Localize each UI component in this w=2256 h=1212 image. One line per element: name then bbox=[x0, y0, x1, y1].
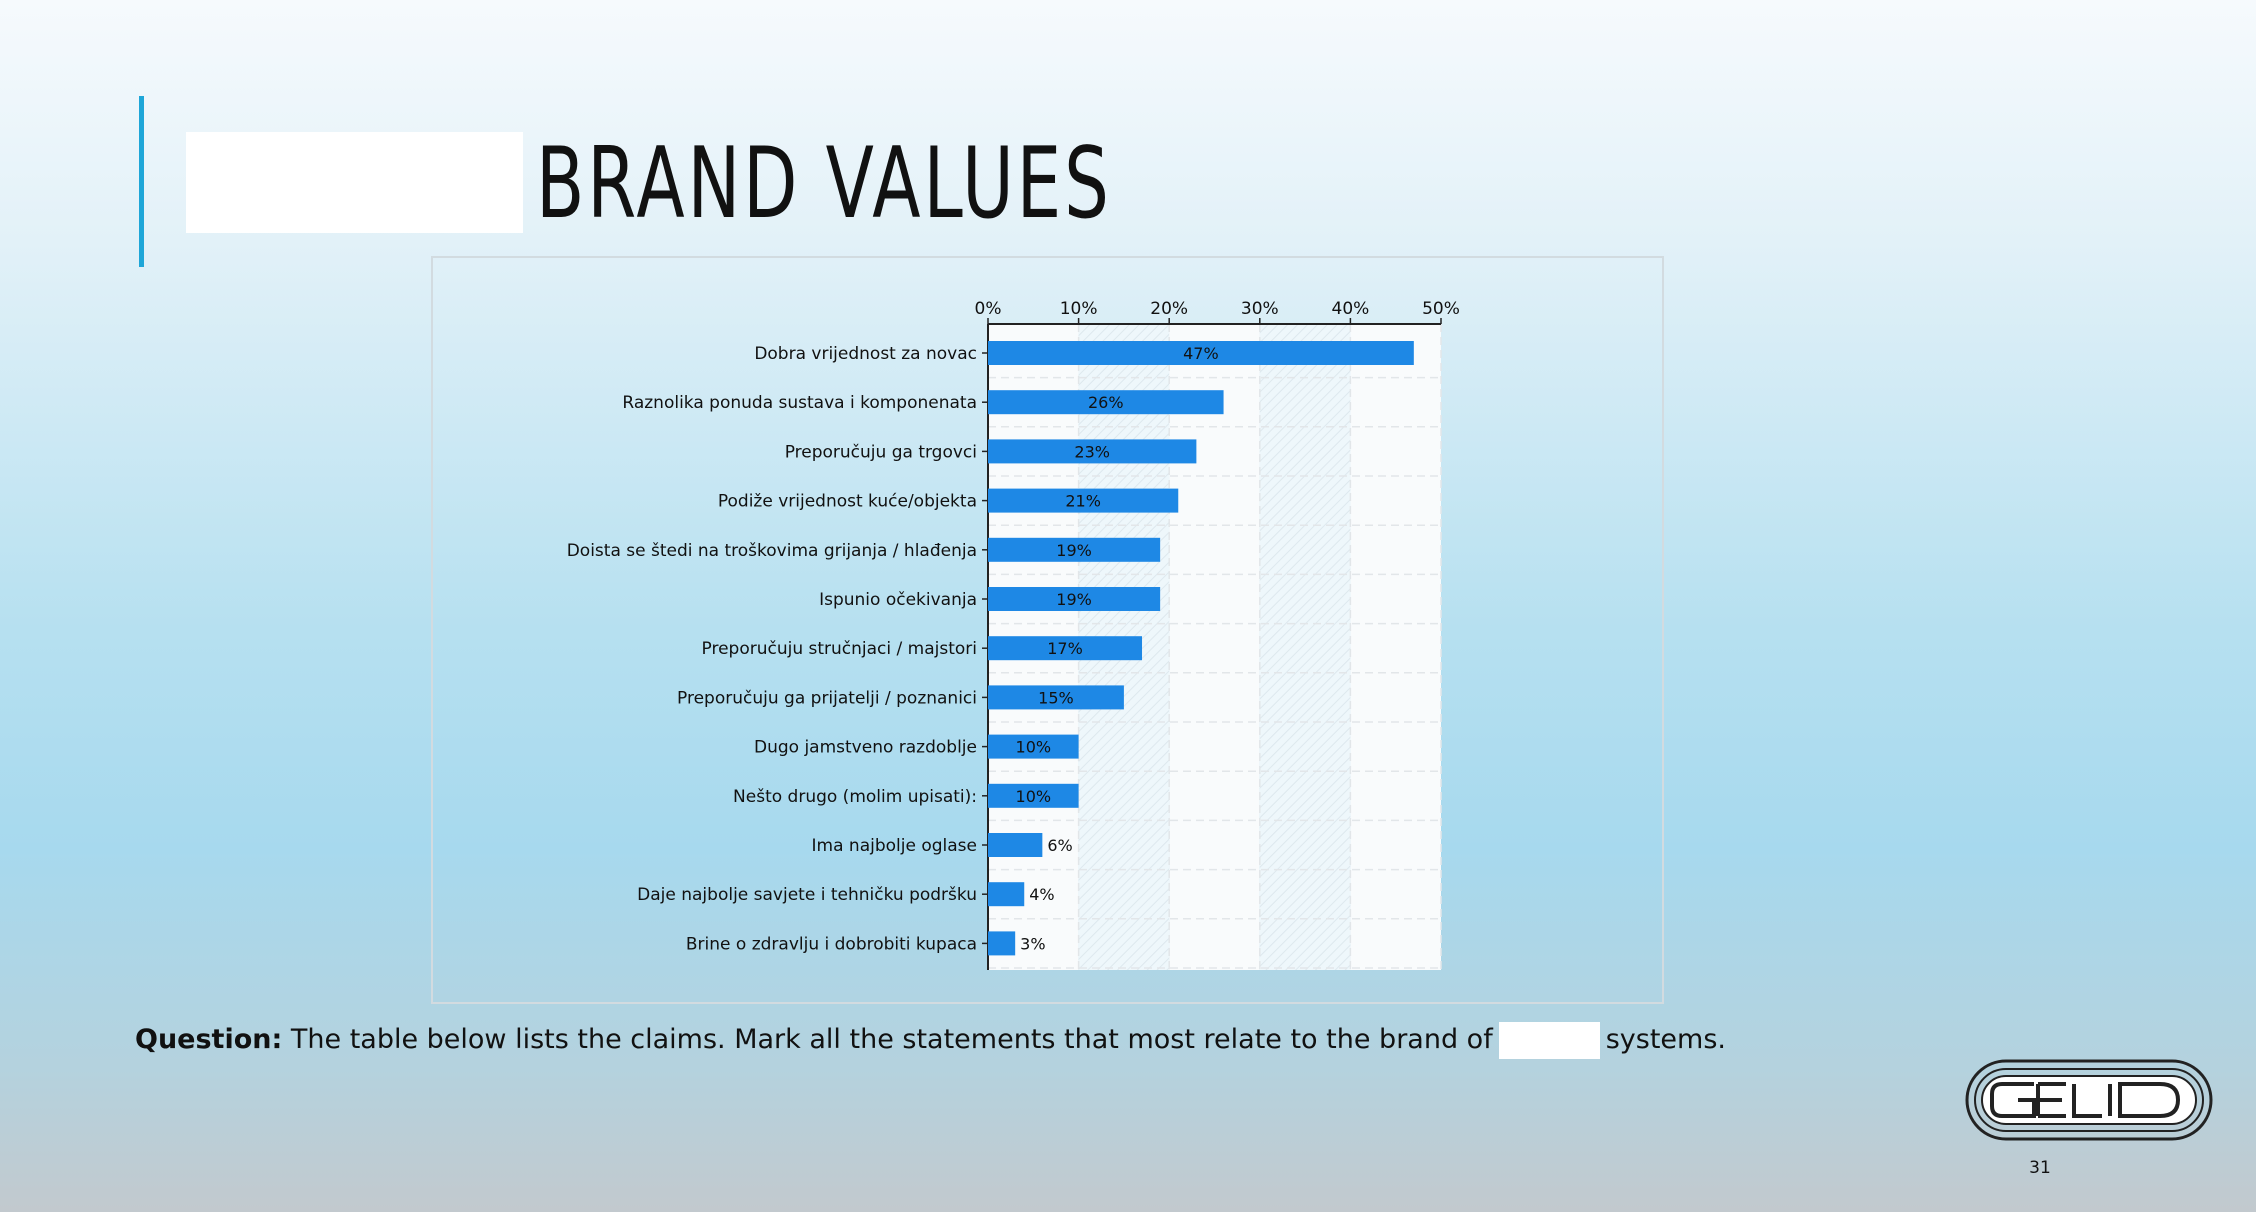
category-label: Preporučuju stručnjaci / majstori bbox=[702, 639, 978, 659]
category-label: Dugo jamstveno razdoblje bbox=[754, 738, 977, 758]
question-label: Question: bbox=[135, 1024, 283, 1055]
data-label: 47% bbox=[1183, 344, 1219, 363]
bar bbox=[988, 488, 1179, 513]
data-label: 3% bbox=[1020, 934, 1045, 953]
category-label: Ima najbolje oglase bbox=[812, 836, 977, 856]
bar bbox=[988, 587, 1161, 611]
plot-band bbox=[1350, 324, 1441, 970]
data-label: 6% bbox=[1047, 836, 1072, 855]
category-label: Brine o zdravlju i dobrobiti kupaca bbox=[686, 934, 977, 954]
data-label: 19% bbox=[1056, 590, 1092, 609]
category-label: Nešto drugo (molim upisati): bbox=[733, 787, 977, 807]
data-label: 21% bbox=[1065, 492, 1101, 511]
data-label: 10% bbox=[1016, 787, 1052, 806]
bar bbox=[988, 341, 1414, 365]
page-number: 31 bbox=[2029, 1158, 2051, 1178]
category-label: Podiže vrijednost kuće/objekta bbox=[718, 492, 977, 512]
data-label: 10% bbox=[1016, 738, 1052, 757]
category-label: Daje najbolje savjete i tehničku podršku bbox=[637, 885, 977, 905]
plot-band bbox=[1169, 324, 1260, 970]
title-accent-bar bbox=[139, 96, 144, 267]
bar bbox=[988, 833, 1043, 857]
redacted-brand-box bbox=[186, 132, 523, 233]
data-label: 23% bbox=[1074, 442, 1110, 461]
bar bbox=[988, 783, 1079, 808]
question-text: The table below lists the claims. Mark a… bbox=[290, 1024, 1493, 1055]
bar bbox=[988, 685, 1124, 710]
category-label: Preporučuju ga prijatelji / poznanici bbox=[677, 688, 977, 708]
data-label: 15% bbox=[1038, 688, 1074, 707]
data-label: 4% bbox=[1029, 885, 1054, 904]
x-tick-label: 20% bbox=[1150, 299, 1188, 319]
x-tick-label: 40% bbox=[1332, 299, 1370, 319]
category-label: Dobra vrijednost za novac bbox=[754, 344, 977, 364]
bar bbox=[988, 390, 1224, 415]
data-label: 26% bbox=[1088, 393, 1124, 412]
data-label: 19% bbox=[1056, 541, 1092, 560]
category-label: Preporučuju ga trgovci bbox=[785, 442, 977, 462]
bar bbox=[988, 931, 1016, 956]
plot-band bbox=[1259, 324, 1351, 970]
question-text-line: Question: The table below lists the clai… bbox=[135, 1022, 1726, 1059]
bar bbox=[988, 734, 1079, 759]
category-label: Raznolika ponuda sustava i komponenata bbox=[622, 393, 977, 413]
category-label: Ispunio očekivanja bbox=[819, 590, 977, 610]
gelid-logo bbox=[1965, 1059, 2213, 1141]
bar-chart: 0% 10% 20% 30% 40% 50% Dobra vrijednost za nov… bbox=[567, 299, 1460, 970]
x-tick-label: 50% bbox=[1422, 299, 1460, 319]
question-suffix: systems. bbox=[1605, 1024, 1726, 1055]
bar bbox=[988, 636, 1143, 661]
bar bbox=[988, 537, 1161, 562]
page-title: BRAND VALUES bbox=[536, 127, 1112, 241]
bar bbox=[988, 882, 1025, 907]
redacted-brand-inline bbox=[1498, 1022, 1600, 1059]
chart-frame: 0% 10% 20% 30% 40% 50% Dobra vrijednost za nov… bbox=[431, 256, 1664, 1004]
data-label: 17% bbox=[1047, 639, 1083, 658]
x-tick-label: 10% bbox=[1060, 299, 1098, 319]
category-label: Doista se štedi na troškovima grijanja /… bbox=[567, 541, 977, 561]
bar bbox=[988, 439, 1197, 464]
x-tick-label: 30% bbox=[1241, 299, 1279, 319]
x-tick-label: 0% bbox=[975, 299, 1002, 319]
